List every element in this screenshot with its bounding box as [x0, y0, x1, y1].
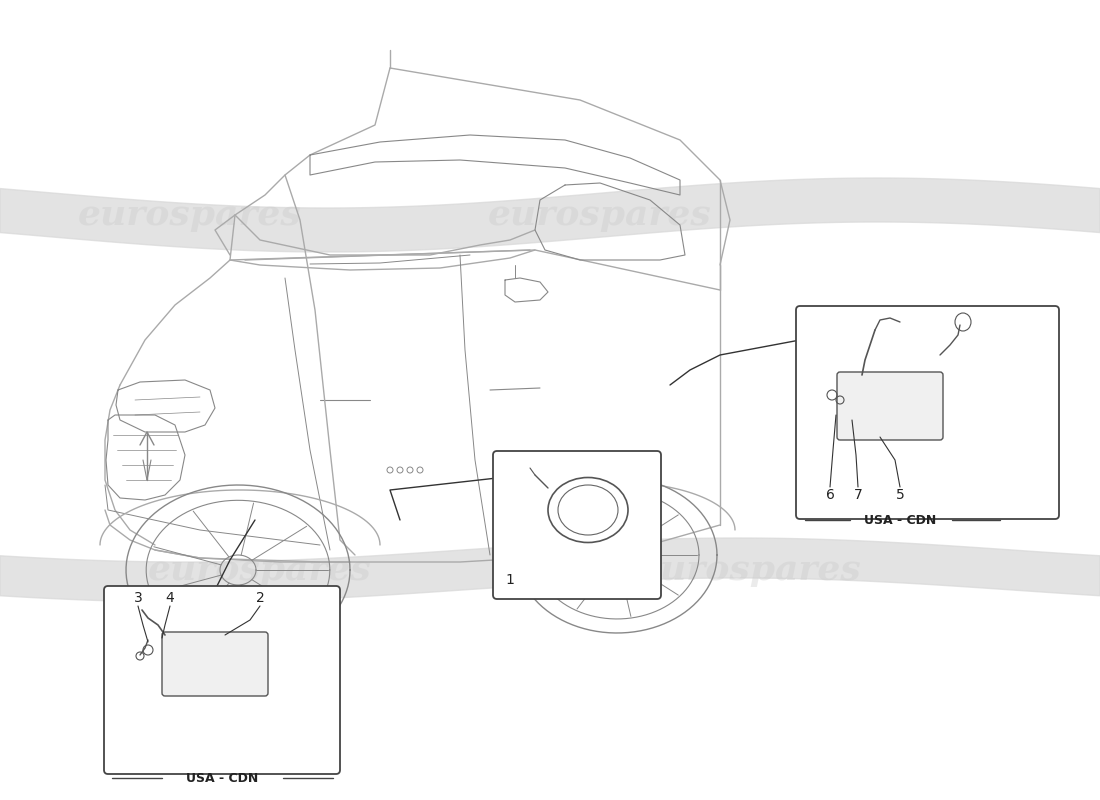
Text: eurospares: eurospares — [638, 553, 862, 587]
Text: 1: 1 — [506, 573, 515, 587]
Text: eurospares: eurospares — [488, 198, 712, 232]
Text: eurospares: eurospares — [78, 198, 301, 232]
Text: 4: 4 — [166, 591, 175, 605]
Text: USA - CDN: USA - CDN — [186, 771, 258, 785]
Text: 3: 3 — [133, 591, 142, 605]
Text: 2: 2 — [255, 591, 264, 605]
FancyBboxPatch shape — [104, 586, 340, 774]
Text: eurospares: eurospares — [148, 553, 372, 587]
Text: USA - CDN: USA - CDN — [864, 514, 936, 526]
Text: 6: 6 — [826, 488, 835, 502]
FancyBboxPatch shape — [837, 372, 943, 440]
FancyBboxPatch shape — [796, 306, 1059, 519]
FancyBboxPatch shape — [162, 632, 268, 696]
Text: 7: 7 — [854, 488, 862, 502]
FancyBboxPatch shape — [493, 451, 661, 599]
Text: 5: 5 — [895, 488, 904, 502]
